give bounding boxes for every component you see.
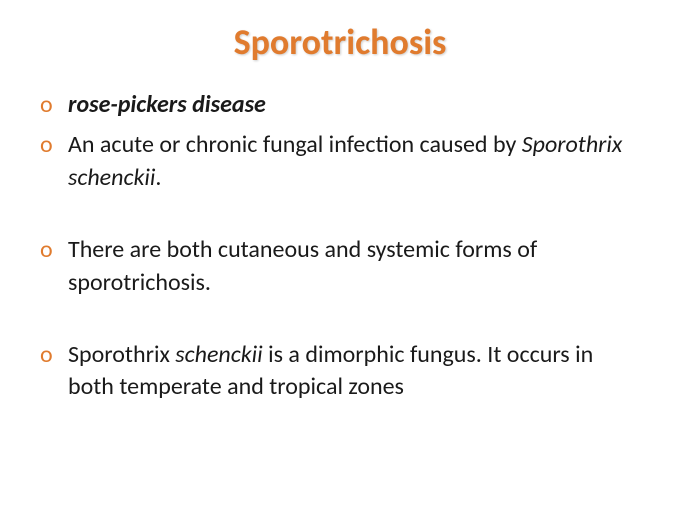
bullet-item: o Sporothrix schenckii is a dimorphic fun… <box>40 339 640 404</box>
bullet-item: o An acute or chronic fungal infection ca… <box>40 129 640 194</box>
bullet-marker-icon: o <box>40 89 53 121</box>
bullet-list: o rose-pickers disease o An acute or chroni… <box>40 89 640 404</box>
bullet-item: o rose-pickers disease <box>40 89 640 121</box>
bullet-text: An acute or chronic fungal infection cau… <box>68 130 622 191</box>
bullet-text: Sporothrix schenckii is a dimorphic fung… <box>68 340 593 401</box>
bullet-marker-icon: o <box>40 339 53 371</box>
bullet-item: o There are both cutaneous and systemic f… <box>40 234 640 299</box>
slide-title: Sporotrichosis <box>40 20 640 64</box>
bullet-marker-icon: o <box>40 129 53 161</box>
bullet-marker-icon: o <box>40 234 53 266</box>
bullet-text: rose-pickers disease <box>68 90 266 119</box>
bullet-text: There are both cutaneous and systemic fo… <box>68 235 537 296</box>
